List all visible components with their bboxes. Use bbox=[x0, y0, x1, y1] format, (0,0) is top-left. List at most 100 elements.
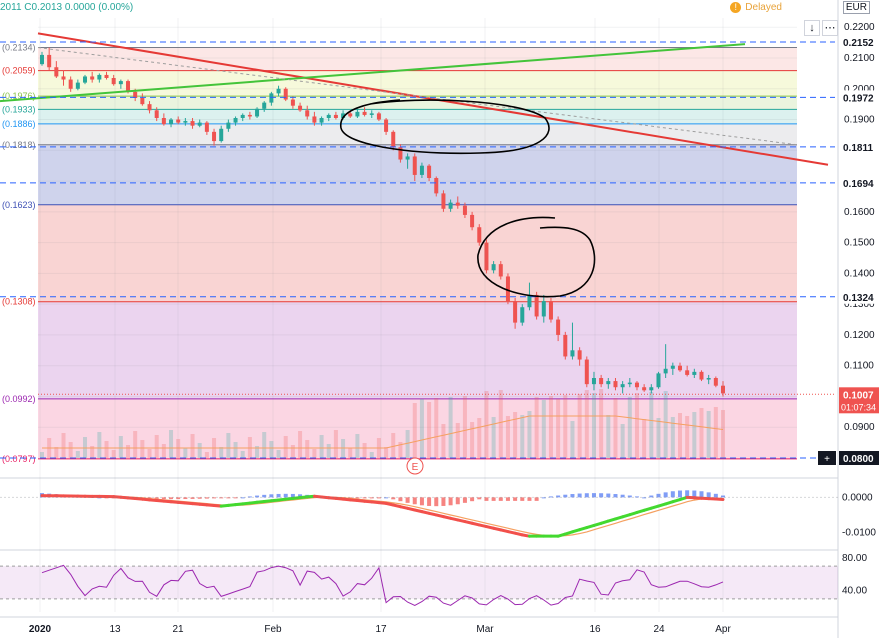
arrow-down-icon[interactable]: ↓ bbox=[804, 20, 820, 36]
candle[interactable] bbox=[241, 115, 245, 118]
macd-histogram-bar bbox=[406, 497, 410, 503]
candle[interactable] bbox=[277, 89, 281, 94]
candle[interactable] bbox=[47, 55, 51, 67]
price-tick-label: 0.1900 bbox=[844, 115, 875, 126]
candle[interactable] bbox=[62, 76, 66, 79]
candle[interactable] bbox=[305, 110, 309, 116]
candle[interactable] bbox=[327, 115, 331, 118]
candle[interactable] bbox=[76, 83, 80, 89]
candle[interactable] bbox=[155, 110, 159, 118]
candle[interactable] bbox=[312, 116, 316, 122]
candle[interactable] bbox=[97, 75, 101, 80]
volume-bar bbox=[277, 450, 281, 458]
candle[interactable] bbox=[363, 112, 367, 115]
candle[interactable] bbox=[234, 118, 238, 123]
candle[interactable] bbox=[699, 372, 703, 380]
candle[interactable] bbox=[420, 166, 424, 175]
candle[interactable] bbox=[556, 320, 560, 335]
candle[interactable] bbox=[427, 166, 431, 178]
candle[interactable] bbox=[162, 118, 166, 124]
time-tick-label: 16 bbox=[589, 624, 601, 635]
candle[interactable] bbox=[370, 113, 374, 115]
candle[interactable] bbox=[90, 76, 94, 79]
candle[interactable] bbox=[54, 67, 58, 76]
candle[interactable] bbox=[492, 264, 496, 270]
candle[interactable] bbox=[140, 98, 144, 104]
candle[interactable] bbox=[406, 156, 410, 159]
candle[interactable] bbox=[613, 381, 617, 387]
candle[interactable] bbox=[649, 387, 653, 390]
candle[interactable] bbox=[656, 373, 660, 387]
candle[interactable] bbox=[714, 378, 718, 386]
candle[interactable] bbox=[470, 215, 474, 227]
candle[interactable] bbox=[578, 350, 582, 359]
candle[interactable] bbox=[298, 106, 302, 111]
candle[interactable] bbox=[664, 369, 668, 374]
candle[interactable] bbox=[219, 129, 223, 141]
candle[interactable] bbox=[463, 206, 467, 215]
candle[interactable] bbox=[205, 123, 209, 132]
candle[interactable] bbox=[456, 203, 460, 206]
volume-bar bbox=[699, 408, 703, 458]
candle[interactable] bbox=[348, 113, 352, 116]
candle[interactable] bbox=[355, 112, 359, 117]
candle[interactable] bbox=[320, 118, 324, 123]
candle[interactable] bbox=[506, 276, 510, 301]
candle[interactable] bbox=[83, 76, 87, 82]
more-icon[interactable]: ⋯ bbox=[822, 20, 838, 36]
level-price-label: 0.1811 bbox=[843, 143, 873, 154]
candle[interactable] bbox=[599, 378, 603, 384]
candle[interactable] bbox=[520, 307, 524, 322]
candle[interactable] bbox=[477, 227, 481, 242]
candle[interactable] bbox=[226, 123, 230, 129]
candle[interactable] bbox=[284, 89, 288, 100]
candle[interactable] bbox=[692, 372, 696, 375]
candle[interactable] bbox=[40, 55, 44, 64]
candle[interactable] bbox=[535, 295, 539, 317]
candle[interactable] bbox=[549, 301, 553, 319]
candle[interactable] bbox=[262, 103, 266, 109]
candle[interactable] bbox=[449, 203, 453, 209]
candle[interactable] bbox=[671, 366, 675, 369]
candle[interactable] bbox=[334, 115, 338, 118]
candle[interactable] bbox=[69, 80, 73, 89]
candle[interactable] bbox=[377, 113, 381, 119]
candle[interactable] bbox=[148, 104, 152, 110]
candle[interactable] bbox=[212, 132, 216, 141]
candle[interactable] bbox=[183, 121, 187, 123]
candle[interactable] bbox=[642, 387, 646, 390]
candle[interactable] bbox=[585, 360, 589, 385]
candle[interactable] bbox=[441, 193, 445, 208]
candle[interactable] bbox=[570, 350, 574, 356]
candle[interactable] bbox=[542, 301, 546, 316]
candle[interactable] bbox=[563, 335, 567, 357]
candle[interactable] bbox=[621, 384, 625, 387]
candle[interactable] bbox=[678, 366, 682, 371]
volume-bar bbox=[169, 430, 173, 458]
candle[interactable] bbox=[606, 381, 610, 384]
candle[interactable] bbox=[513, 301, 517, 323]
delayed-badge[interactable]: ! Delayed bbox=[730, 2, 782, 13]
candle[interactable] bbox=[391, 132, 395, 147]
candle[interactable] bbox=[685, 370, 689, 375]
candle[interactable] bbox=[191, 121, 195, 126]
fib-band bbox=[38, 145, 797, 205]
candle[interactable] bbox=[291, 100, 295, 106]
candle[interactable] bbox=[413, 156, 417, 174]
candle[interactable] bbox=[635, 383, 639, 388]
candle[interactable] bbox=[255, 109, 259, 117]
currency-label[interactable]: EUR bbox=[843, 1, 870, 14]
candle[interactable] bbox=[105, 75, 109, 78]
candle[interactable] bbox=[499, 264, 503, 276]
plus-icon[interactable]: + bbox=[824, 454, 830, 465]
candle[interactable] bbox=[119, 81, 123, 84]
candle[interactable] bbox=[248, 115, 252, 117]
candle[interactable] bbox=[628, 383, 632, 385]
candle[interactable] bbox=[384, 120, 388, 132]
candle[interactable] bbox=[198, 123, 202, 126]
candle[interactable] bbox=[707, 378, 711, 380]
candle[interactable] bbox=[169, 120, 173, 125]
candle[interactable] bbox=[434, 178, 438, 193]
volume-bar bbox=[492, 417, 496, 458]
